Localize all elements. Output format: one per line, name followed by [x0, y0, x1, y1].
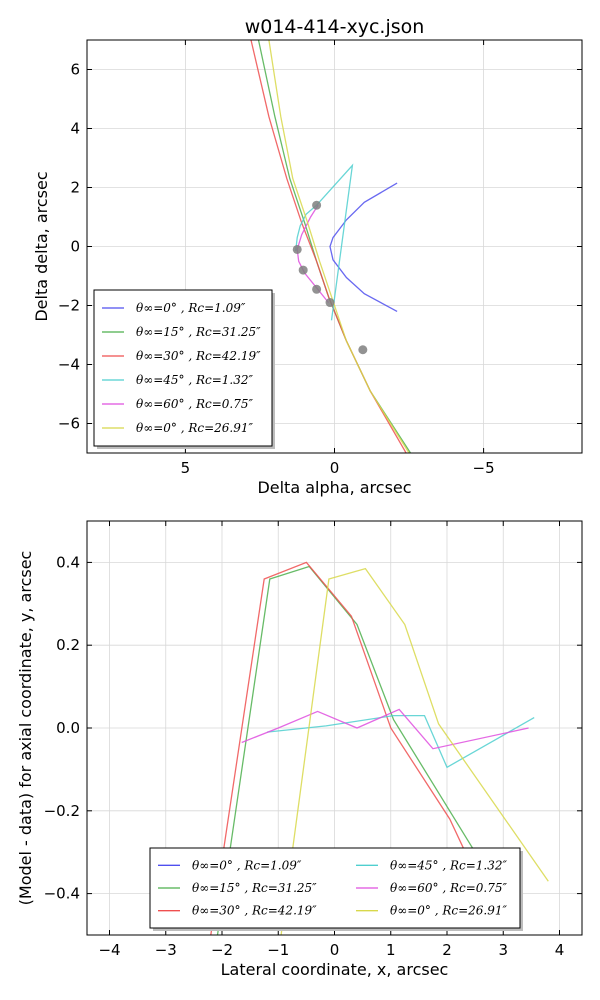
x-tick-label: −5 — [473, 459, 495, 477]
series-group — [210, 561, 549, 935]
legend-box — [93, 289, 273, 447]
x-tick-label: −4 — [98, 941, 120, 959]
series-line-3 — [210, 561, 482, 935]
y-tick-label: 0.2 — [56, 636, 80, 654]
x-tick-label: 4 — [555, 941, 565, 959]
series-line-4 — [266, 714, 535, 769]
legend-entry: θ∞=60° , Rc=0.75″ — [136, 397, 254, 411]
y-axis-label: (Model - data) for axial coordinate, y, … — [16, 551, 35, 906]
legend-entry: θ∞=0° , Rc=26.91″ — [136, 421, 254, 435]
y-tick-label: 4 — [70, 120, 80, 138]
legend: θ∞=0° , Rc=1.09″ θ∞=15° , Rc=31.25″ θ∞=30°… — [149, 847, 523, 931]
y-tick-label: −4 — [58, 356, 80, 374]
legend-entry: θ∞=45° , Rc=1.32″ — [390, 858, 508, 872]
legend-entry: θ∞=45° , Rc=1.32″ — [136, 373, 254, 387]
x-tick-label: 0 — [330, 941, 340, 959]
series-group — [250, 40, 412, 453]
x-tick-label: −3 — [155, 941, 177, 959]
legend-entry: θ∞=30° , Rc=42.19″ — [192, 904, 317, 918]
series-line-4 — [295, 163, 354, 321]
legend: θ∞=0° , Rc=1.09″ θ∞=15° , Rc=31.25″ θ∞=30°… — [93, 289, 275, 449]
chart-panel-1: 5 0 −5 −6 −4 −2 0 2 4 6 Delta alpha, arcsec Delta d… — [32, 16, 583, 497]
x-tick-label: 2 — [442, 941, 452, 959]
series-line-1 — [329, 182, 398, 312]
y-tick-label: −6 — [58, 415, 80, 433]
legend-entry: θ∞=15° , Rc=31.25″ — [192, 881, 317, 895]
legend-box — [149, 847, 521, 929]
data-point — [358, 345, 368, 355]
y-tick-label: −0.4 — [44, 885, 80, 903]
x-tick-label: −1 — [267, 941, 289, 959]
chart-title: w014-414-xyc.json — [245, 16, 425, 38]
x-tick-label: 3 — [498, 941, 508, 959]
y-tick-label: 2 — [70, 179, 80, 197]
y-tick-label: 0.0 — [56, 719, 80, 737]
x-tick-label: 1 — [386, 941, 396, 959]
data-point — [312, 284, 322, 294]
legend-entry: θ∞=0° , Rc=1.09″ — [136, 301, 246, 315]
data-point — [312, 200, 322, 210]
chart-panel-2: −4 −3 −2 −1 0 1 2 3 4 −0.4 −0.2 0.0 0.2 0.4 Lateral co… — [16, 520, 583, 979]
legend-entry: θ∞=30° , Rc=42.19″ — [136, 349, 261, 363]
series-line-2 — [216, 565, 476, 935]
y-axis-label: Delta delta, arcsec — [32, 171, 51, 321]
series-line-5 — [241, 708, 529, 750]
legend-entry: θ∞=15° , Rc=31.25″ — [136, 325, 261, 339]
legend-entry: θ∞=60° , Rc=0.75″ — [390, 881, 508, 895]
x-axis-label: Delta alpha, arcsec — [257, 478, 411, 497]
y-tick-label: −0.2 — [44, 802, 80, 820]
data-point — [325, 298, 335, 308]
data-point — [292, 244, 302, 254]
y-tick-label: 6 — [70, 61, 80, 79]
x-tick-label: 0 — [330, 459, 340, 477]
x-axis-label: Lateral coordinate, x, arcsec — [221, 960, 449, 979]
series-line-6 — [280, 567, 549, 935]
series-line-6 — [268, 40, 410, 453]
y-tick-label: −2 — [58, 297, 80, 315]
legend-entry: θ∞=0° , Rc=1.09″ — [192, 858, 302, 872]
x-tick-label: 5 — [181, 459, 191, 477]
legend-entry: θ∞=0° , Rc=26.91″ — [390, 904, 508, 918]
x-tick-label: −2 — [211, 941, 233, 959]
data-point — [298, 265, 308, 275]
y-tick-label: 0 — [70, 238, 80, 256]
y-tick-label: 0.4 — [56, 553, 80, 571]
